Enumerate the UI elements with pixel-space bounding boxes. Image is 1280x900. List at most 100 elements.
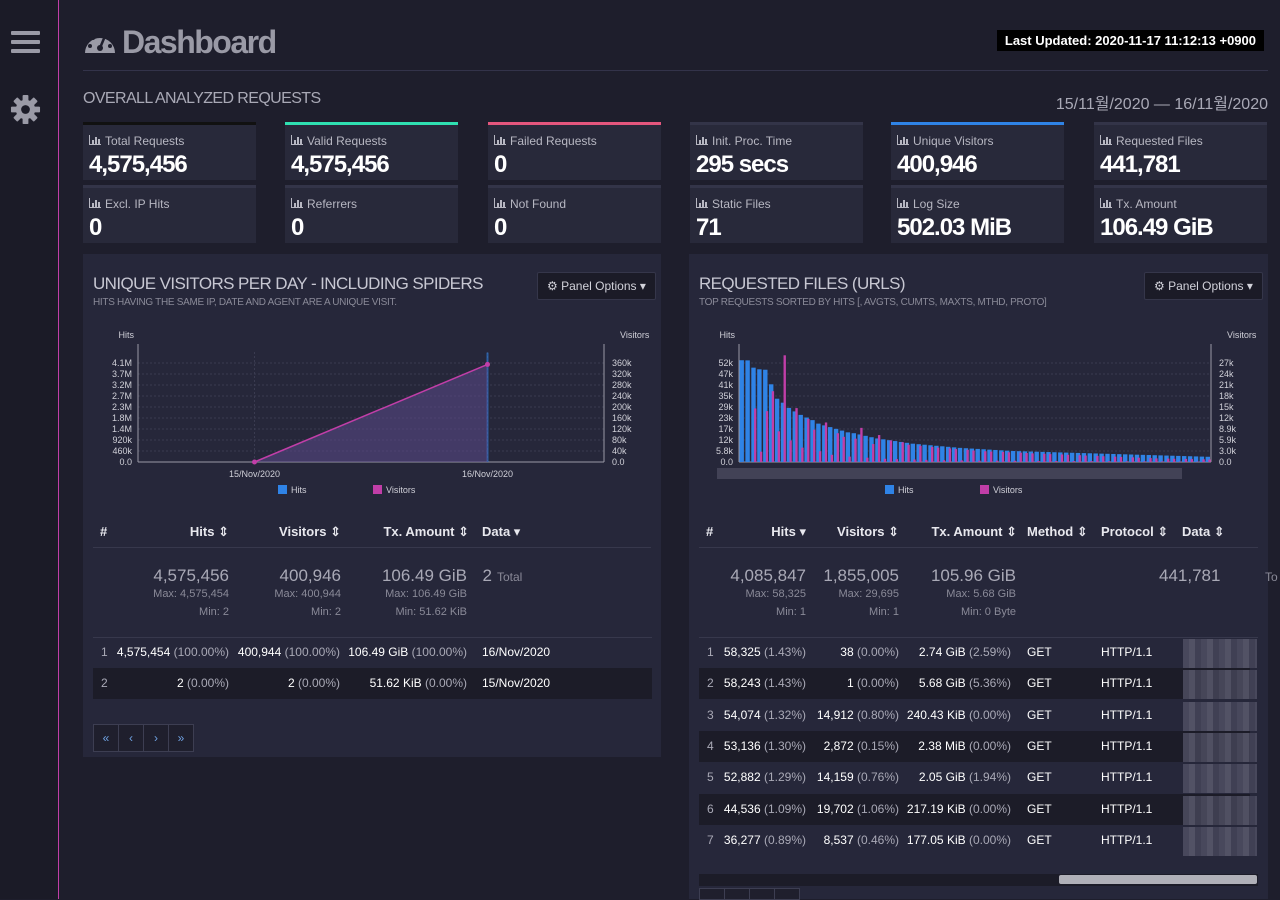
cell-visitors-percent: (0.00%) [298,676,340,690]
files-panel: REQUESTED FILES (URLS) TOP REQUESTS SORT… [689,254,1268,899]
y2-tick-label: 21k [1219,380,1234,390]
sort-icon[interactable]: ⇕ [884,524,899,539]
summary-visitors-max: Max: 29,695 [799,588,899,600]
cell-visitors: 38 (0.00%) [809,645,899,659]
visitors-bar [890,440,892,462]
cell-data: 16/Nov/2020 [482,645,582,659]
visitors-bar [872,444,874,462]
y2-tick-label: 280k [612,380,632,390]
column-header-visitors[interactable]: Visitors ⇕ [809,524,899,540]
prev-page-button[interactable]: ‹ [119,725,144,751]
visitors-bar [795,408,797,462]
visitors-bar [854,439,856,462]
column-header-data[interactable]: Data ⇕ [1182,524,1225,540]
sort-icon[interactable]: ⇕ [454,524,469,539]
prev-page-button[interactable]: ‹ [725,889,750,899]
visitors-bar [1108,461,1110,462]
visitors-bar [1096,456,1098,462]
visitors-point[interactable] [485,362,490,367]
column-header-n: # [706,524,713,539]
column-header-tx[interactable]: Tx. Amount ⇕ [905,524,1017,540]
stat-card-label: Referrers [291,197,357,211]
last-page-button[interactable]: » [775,889,799,899]
summary-hits: 4,575,456 [143,566,229,586]
sort-icon[interactable]: ⇕ [1210,524,1225,539]
visitors-bar [819,451,821,462]
visitors-point[interactable] [252,459,257,464]
cell-protocol-value: HTTP/1.1 [1101,802,1152,816]
y2-tick-label: 5.9k [1219,435,1237,445]
redacted-data [1183,639,1257,668]
last-page-button[interactable]: » [169,725,193,751]
stat-card-label-text: Valid Requests [307,134,387,148]
sort-icon[interactable]: ⇕ [1073,524,1088,539]
first-page-button[interactable]: « [94,725,119,751]
stat-card-label: Unique Visitors [897,134,993,148]
cell-visitors-value: 1 [847,676,854,690]
visitors-bar [1208,459,1210,462]
visitors-bar [789,440,791,462]
column-header-data[interactable]: Data ▾ [482,524,520,540]
column-header-protocol[interactable]: Protocol ⇕ [1101,524,1168,540]
y-tick-label: 0.0 [720,457,733,467]
visitors-bar [1020,453,1022,462]
sort-icon[interactable]: ⇕ [1154,524,1169,539]
bar-chart-icon [89,135,101,145]
hits-bar [1070,453,1074,462]
row-number: 5 [707,770,714,784]
next-page-button[interactable]: › [750,889,775,899]
y-tick-label: 2.3M [112,402,132,412]
cell-method: GET [1027,676,1087,690]
cell-hits: 58,243 (1.43%) [717,676,806,690]
stat-card-label-text: Unique Visitors [913,134,993,148]
redacted-data [1183,670,1257,699]
y2-tick-label: 80k [612,435,627,445]
visitors-bar [1179,461,1181,462]
next-page-button[interactable]: › [144,725,169,751]
cell-hits: 53,136 (1.30%) [717,739,806,753]
stat-card-value: 0 [494,151,506,179]
files-chart: 0.05.8k12k17k23k29k35k41k47k52k0.03.0k5.… [689,254,1268,504]
x-tick-label: 15/Nov/2020 [229,469,280,479]
sort-icon[interactable]: ▾ [510,524,520,539]
gear-icon[interactable] [10,94,41,125]
cell-hits-percent: (1.29%) [764,770,806,784]
sort-icon[interactable]: ⇕ [326,524,341,539]
visitors-bar [966,450,968,462]
column-header-tx[interactable]: Tx. Amount ⇕ [363,524,469,540]
hamburger-menu-icon[interactable] [11,31,40,55]
sort-icon[interactable]: ⇕ [1002,524,1017,539]
cell-hits-value: 52,882 [724,770,761,784]
dashboard-gauge-icon [83,27,117,57]
sort-icon[interactable]: ▾ [796,524,806,539]
stat-card-value: 0 [291,214,303,242]
stat-card-value: 4,575,456 [89,151,187,179]
visitors-bar [784,355,786,462]
sort-icon[interactable]: ⇕ [214,524,229,539]
row-number: 2 [101,676,108,690]
cell-visitors-percent: (100.00%) [285,645,340,659]
column-header-label: Protocol [1101,524,1154,539]
horizontal-scrollbar-thumb[interactable] [1059,875,1257,884]
redacted-data [1183,733,1257,762]
column-header-hits[interactable]: Hits ▾ [729,524,806,540]
first-page-button[interactable]: « [700,889,725,899]
cell-tx: 2.38 MiB (0.00%) [904,739,1011,753]
column-header-hits[interactable]: Hits ⇕ [143,524,229,540]
y-tick-label: 52k [718,358,733,368]
cell-hits-value: 58,243 [724,676,761,690]
cell-visitors-value: 14,912 [817,708,854,722]
column-header-visitors[interactable]: Visitors ⇕ [253,524,341,540]
column-header-method[interactable]: Method ⇕ [1027,524,1088,540]
cell-tx-percent: (0.00%) [969,833,1011,847]
